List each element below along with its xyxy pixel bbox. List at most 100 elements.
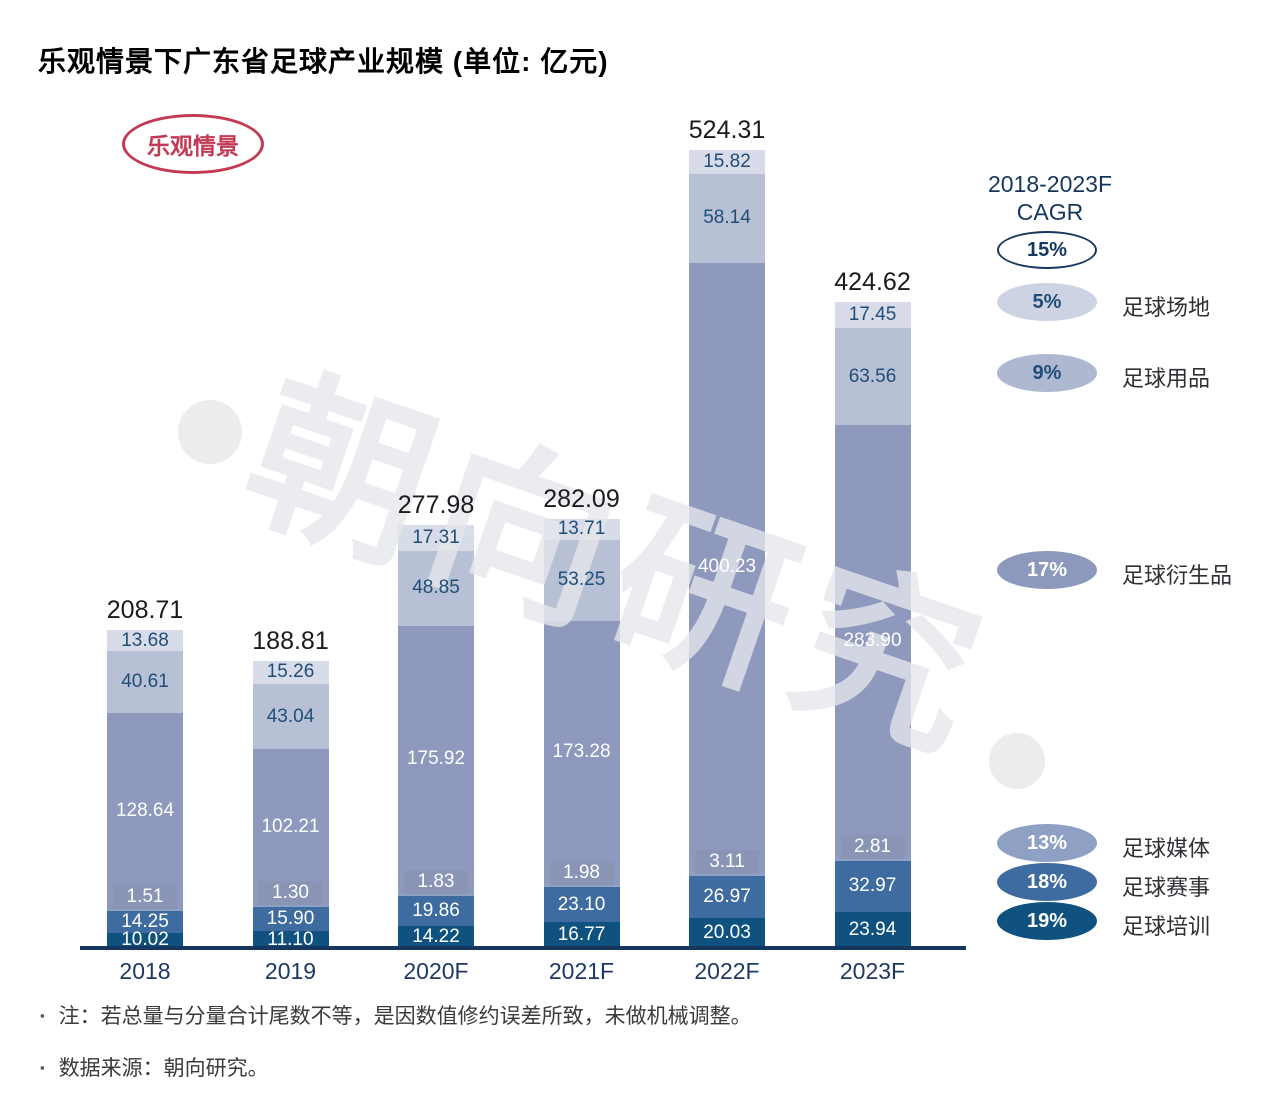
segment-value-label: 17.31 (412, 527, 460, 549)
bar-total-label: 424.62 (834, 267, 911, 296)
segment-value-label: 14.25 (121, 910, 169, 932)
bar-segment-足球赛事-2023F (834, 861, 911, 912)
segment-value-label: 3.11 (695, 850, 759, 875)
bar-segment-足球场地-2018 (107, 630, 183, 652)
bar-segment-足球培训-2020F (398, 926, 474, 948)
legend-oval-足球用品: 9% (997, 354, 1097, 392)
x-axis-tick-2023F: 2023F (839, 958, 906, 984)
bar-segment-足球用品-2021F (543, 539, 620, 621)
x-axis-tick-2018: 2018 (119, 958, 171, 984)
segment-value-label: 19.86 (412, 900, 460, 922)
bar-segment-足球赛事-2022F (689, 876, 765, 918)
bar-segment-足球衍生品-2022F (689, 262, 765, 872)
x-axis-tick-2019: 2019 (264, 958, 317, 984)
footnote-note: ▪ 注：若总量与分量合计尾数不等，是因数值修约误差所致，未做机械调整。 (40, 1000, 752, 1030)
segment-value-label: 16.77 (557, 924, 606, 946)
segment-value-label: 48.85 (412, 577, 460, 599)
segment-value-label: 53.25 (557, 569, 606, 591)
bullet-icon: ▪ (40, 1008, 45, 1023)
page-title: 乐观情景下广东省足球产业规模 (单位: 亿元) (38, 46, 609, 77)
bar-segment-足球媒体-2020F (398, 893, 474, 897)
bar-segment-足球场地-2021F (543, 518, 620, 540)
segment-value-label: 17.45 (848, 303, 897, 325)
bar-segment-足球培训-2019 (252, 931, 329, 948)
segment-value-label: 15.82 (703, 151, 751, 173)
legend-label-足球培训: 足球培训 (1122, 914, 1211, 939)
legend-label-足球衍生品: 足球衍生品 (1122, 563, 1233, 588)
bar-segment-足球媒体-2019 (252, 904, 329, 907)
x-axis-tick-2020F: 2020F (403, 958, 469, 984)
bar-segment-足球用品-2022F (689, 174, 765, 263)
footnote-source-text: 数据来源：朝向研究。 (58, 1057, 269, 1080)
legend-label-足球场地: 足球场地 (1122, 295, 1211, 320)
segment-value-label: 1.30 (258, 880, 323, 905)
bar-total-label: 282.09 (543, 484, 620, 513)
legend-oval-足球场地: 5% (997, 283, 1097, 321)
segment-value-label: 15.26 (266, 661, 315, 683)
bar-segment-足球场地-2022F (689, 150, 765, 175)
legend-label-足球赛事: 足球赛事 (1122, 875, 1211, 900)
bar-total-label: 208.71 (106, 596, 184, 625)
segment-value-label: 11.10 (267, 928, 314, 950)
segment-value-label: 13.68 (121, 629, 169, 651)
bar-segment-足球场地-2019 (252, 660, 329, 684)
bar-segment-足球衍生品-2021F (543, 620, 620, 885)
bar-segment-足球衍生品-2019 (252, 749, 329, 905)
segment-value-label: 14.22 (412, 926, 460, 948)
segment-value-label: 283.90 (843, 630, 902, 652)
legend-oval-total: 15% (997, 231, 1097, 269)
segment-value-label: 58.14 (703, 207, 751, 229)
legend-header: 2018-2023F CAGR (975, 170, 1125, 226)
legend-oval-足球赛事: 18% (997, 863, 1097, 901)
bar-total-label: 188.81 (252, 626, 329, 655)
segment-value-label: 1.83 (404, 870, 468, 895)
segment-value-label: 2.81 (840, 835, 905, 860)
scenario-badge: 乐观情景 (122, 114, 264, 174)
legend-oval-足球培训: 19% (997, 902, 1097, 940)
scenario-badge-label: 乐观情景 (147, 133, 239, 159)
segment-value-label: 1.98 (549, 861, 614, 886)
bar-segment-足球媒体-2021F (543, 884, 620, 888)
bar-total-label: 524.31 (688, 116, 766, 144)
segment-value-label: 63.56 (848, 365, 897, 387)
segment-value-label: 43.04 (266, 705, 315, 727)
segment-value-label: 1.51 (113, 885, 177, 910)
footnote-note-text: 注：若总量与分量合计尾数不等，是因数值修约误差所致，未做机械调整。 (58, 1005, 752, 1028)
legend-label-足球媒体: 足球媒体 (1122, 836, 1211, 861)
bar-segment-足球培训-2022F (689, 917, 765, 948)
segment-value-label: 13.71 (557, 518, 606, 540)
footnote-source: ▪ 数据来源：朝向研究。 (40, 1052, 269, 1082)
bar-segment-足球培训-2021F (543, 922, 620, 948)
bar-segment-足球媒体-2018 (107, 908, 183, 912)
bar-segment-足球培训-2018 (107, 932, 183, 948)
segment-value-label: 173.28 (552, 741, 611, 763)
legend-oval-足球衍生品: 17% (997, 551, 1097, 589)
bar-segment-足球赛事-2020F (398, 896, 474, 927)
watermark-dot-left (178, 400, 242, 464)
segment-value-label: 15.90 (266, 907, 315, 929)
bar-segment-足球赛事-2018 (107, 911, 183, 933)
legend-label-足球用品: 足球用品 (1122, 366, 1211, 391)
bar-segment-足球用品-2019 (252, 683, 329, 750)
segment-value-label: 20.03 (703, 921, 751, 943)
bar-segment-足球衍生品-2018 (107, 712, 183, 909)
segment-value-label: 102.21 (261, 816, 320, 838)
segment-value-label: 40.61 (121, 671, 169, 693)
segment-value-label: 175.92 (406, 748, 466, 770)
bar-segment-足球用品-2023F (834, 328, 911, 425)
watermark-dot-right (989, 733, 1045, 789)
x-axis-line (80, 946, 966, 950)
bar-total-label: 277.98 (397, 490, 475, 519)
bar-segment-足球衍生品-2023F (834, 425, 911, 858)
legend-header-line1: 2018-2023F (987, 171, 1113, 197)
x-axis-tick-2021F: 2021F (548, 958, 615, 984)
bar-segment-足球用品-2020F (398, 551, 474, 626)
segment-value-label: 400.23 (697, 556, 757, 578)
bar-segment-足球衍生品-2020F (398, 625, 474, 894)
bar-segment-足球场地-2020F (398, 524, 474, 552)
x-axis-tick-2022F: 2022F (694, 958, 760, 984)
legend-oval-足球媒体: 13% (997, 824, 1097, 862)
segment-value-label: 10.02 (121, 929, 169, 951)
